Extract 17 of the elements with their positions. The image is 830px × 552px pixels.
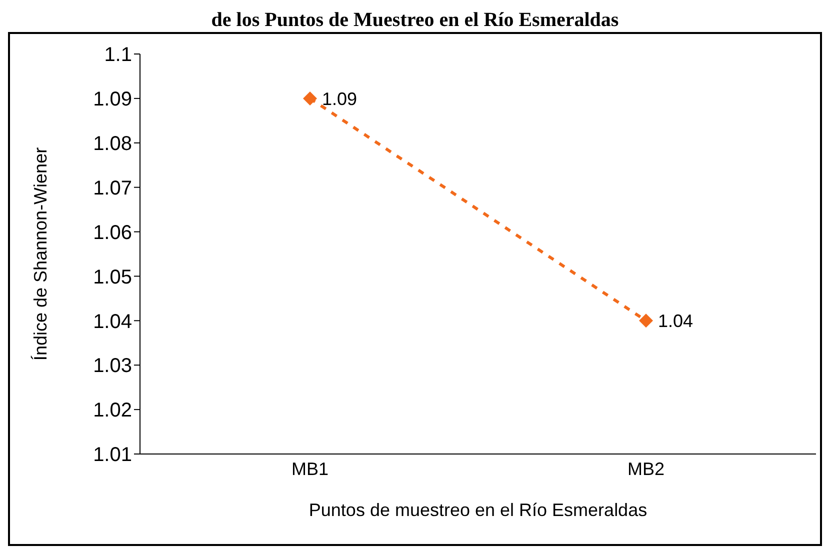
- x-axis-title: Puntos de muestreo en el Río Esmeraldas: [308, 500, 648, 520]
- y-tick-label: 1.09: [93, 88, 132, 111]
- chart-title: de los Puntos de Muestreo en el Río Esmeraldas: [210, 8, 620, 32]
- y-tick-label: 1.05: [93, 266, 132, 288]
- data-label: 1.09: [322, 88, 358, 109]
- y-tick-label: 1.08: [93, 132, 132, 155]
- y-tick-label: 1.04: [93, 310, 132, 333]
- x-tick-label: MB1: [291, 458, 329, 479]
- x-tick-label: MB2: [627, 458, 665, 479]
- y-tick-label: 1.1: [104, 44, 132, 66]
- data-label: 1.04: [658, 311, 694, 332]
- y-axis-title: Índice de Shannon-Wiener: [30, 147, 50, 361]
- y-tick-label: 1.01: [93, 444, 132, 466]
- y-tick-label: 1.02: [93, 400, 132, 422]
- y-tick-label: 1.07: [93, 177, 132, 200]
- y-tick-label: 1.03: [93, 355, 132, 378]
- y-tick-label: 1.06: [93, 222, 132, 244]
